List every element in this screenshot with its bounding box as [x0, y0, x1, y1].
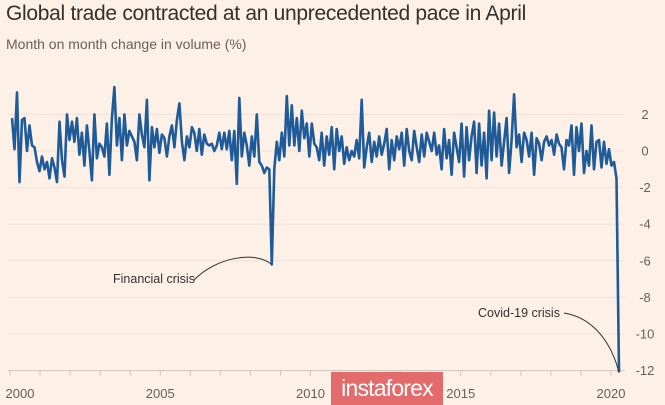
y-tick-label: -4 — [639, 217, 651, 232]
x-tick-label: 2000 — [6, 386, 35, 401]
x-tick-label: 2005 — [146, 386, 175, 401]
y-tick-label: -6 — [639, 253, 651, 268]
y-tick-label: -2 — [639, 180, 651, 195]
y-tick-label: 0 — [641, 144, 648, 159]
series-line — [10, 85, 621, 373]
covid-crisis-label: Covid-19 crisis — [478, 306, 560, 320]
instaforex-watermark: instaforex — [331, 372, 443, 405]
y-tick-label: -10 — [636, 327, 655, 342]
x-tick-label: 2010 — [296, 386, 325, 401]
x-tick-label: 2015 — [446, 386, 475, 401]
financial-crisis-connector — [193, 256, 273, 281]
x-tick-label: 2020 — [597, 386, 626, 401]
financial-crisis-label: Financial crisis — [113, 272, 195, 286]
covid-crisis-connector — [563, 312, 620, 373]
chart-subtitle: Month on month change in volume (%) — [6, 36, 247, 52]
y-tick-label: -12 — [636, 363, 655, 378]
chart-title: Global trade contracted at an unpreceden… — [6, 2, 526, 25]
y-tick-label: 2 — [641, 107, 648, 122]
y-tick-label: -8 — [639, 290, 651, 305]
